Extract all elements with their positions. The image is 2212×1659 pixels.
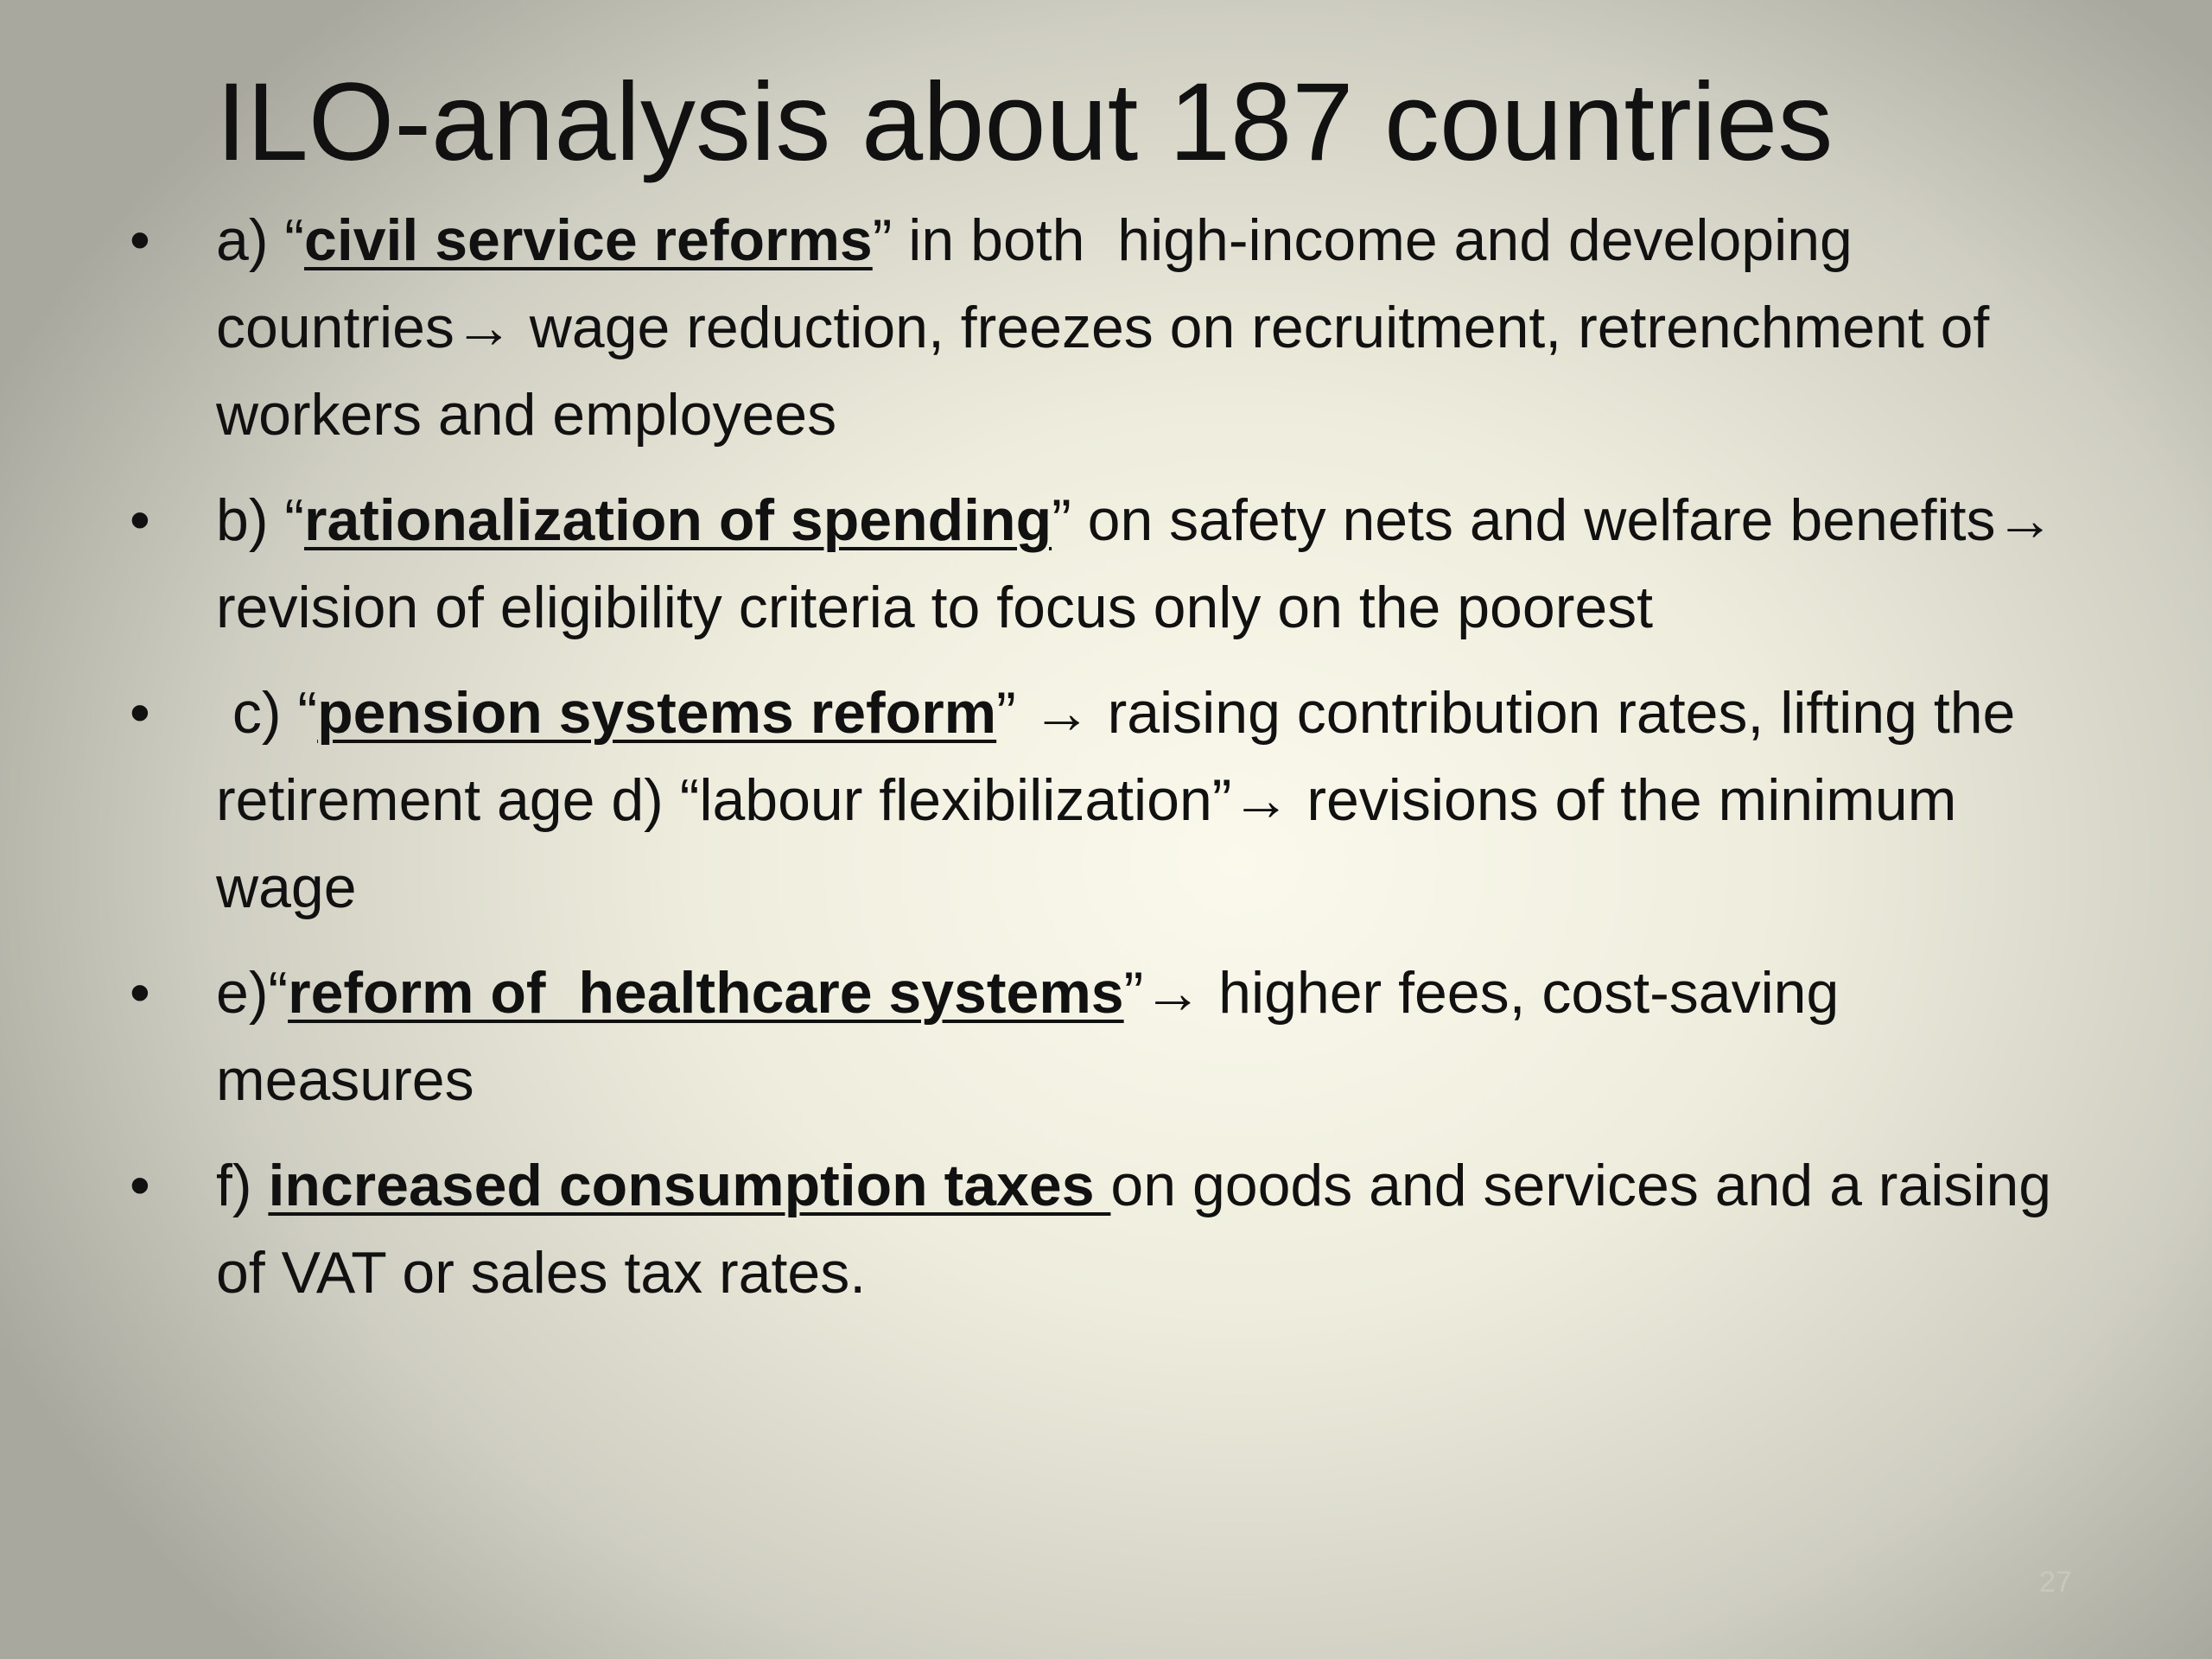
bullet: a) “civil service reforms” in both high-…: [130, 197, 2082, 459]
bullet-text: c) “: [216, 680, 318, 746]
bullet-text: ” on safety nets and welfare benefits→ r…: [216, 487, 2071, 640]
key-term: increased consumption taxes: [268, 1153, 1111, 1218]
bullet: f) increased consumption taxes on goods …: [130, 1142, 2082, 1317]
key-term: civil service reforms: [304, 207, 873, 273]
bullet-text: on goods and services and a raising of V…: [216, 1153, 2069, 1306]
key-term: rationalization of spending: [304, 487, 1052, 553]
bullet-text: f): [216, 1153, 269, 1218]
bullet: b) “rationalization of spending” on safe…: [130, 477, 2082, 652]
bullet-text: ” in both high-income and developing cou…: [216, 207, 2006, 448]
bullet-list: a) “civil service reforms” in both high-…: [130, 197, 2082, 1335]
slide-title: ILO-analysis about 187 countries: [216, 60, 1834, 184]
bullet: c) “pension systems reform” → raising co…: [130, 670, 2082, 931]
bullet-text: b) “: [216, 487, 304, 553]
bullet-text: e)“: [216, 960, 289, 1026]
key-term: pension systems reform: [317, 680, 997, 746]
bullet-text: a) “: [216, 207, 304, 273]
bullet: e)“reform of healthcare systems”→ higher…: [130, 950, 2082, 1124]
bullet-text: ”→ higher fees, cost-saving measures: [216, 960, 1856, 1113]
bullet-text: ” → raising contribution rates, lifting …: [216, 680, 2032, 920]
key-term: reform of healthcare systems: [288, 960, 1124, 1026]
page-number: 27: [2039, 1566, 2072, 1599]
